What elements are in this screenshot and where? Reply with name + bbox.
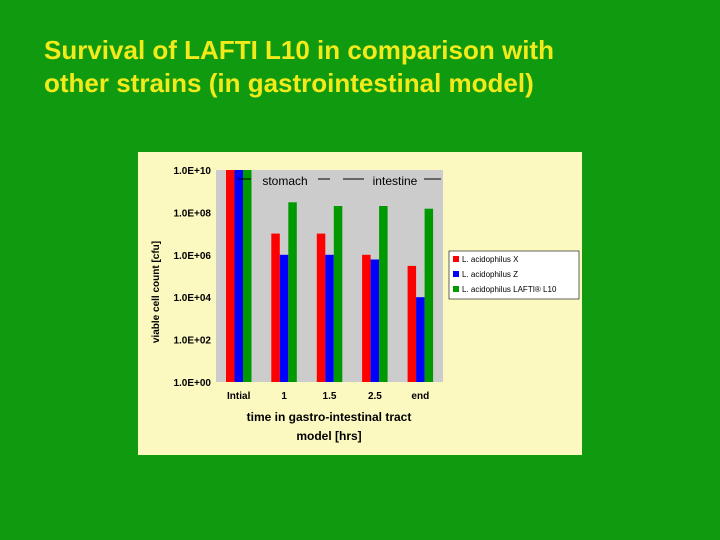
bar bbox=[379, 206, 388, 382]
legend-entry: L. acidophilus X bbox=[462, 255, 519, 264]
bar-chart: viable cell count [cfu] 1.0E+001.0E+021.… bbox=[151, 166, 580, 443]
bar bbox=[362, 254, 371, 382]
x-tick-label: 1 bbox=[281, 391, 287, 402]
y-tick-labels: 1.0E+00 1.0E+02 1.0E+04 1.0E+06 1.0E+08 1.0E+… bbox=[173, 166, 211, 389]
bar bbox=[325, 254, 334, 382]
slide-title-line-1: Survival of LAFTI L10 in comparison with bbox=[44, 35, 554, 65]
bar bbox=[279, 254, 289, 382]
legend-entry: L. acidophilus LAFTI® L10 bbox=[462, 285, 557, 294]
region-annotations: stomach intestine bbox=[238, 174, 441, 188]
bar bbox=[234, 170, 243, 382]
legend-swatch bbox=[453, 271, 459, 277]
bars bbox=[226, 170, 434, 382]
chart-panel: viable cell count [cfu] 1.0E+00 1.0E+02 1.… bbox=[138, 152, 582, 455]
bar bbox=[271, 233, 280, 382]
legend: L. acidophilus X L. acidophilus Z L. acido… bbox=[448, 250, 580, 300]
y-tick-label: 1.0E+00 bbox=[173, 378, 211, 389]
x-tick-label: 2.5 bbox=[368, 391, 382, 402]
bar bbox=[316, 233, 326, 382]
stomach-label: stomach bbox=[262, 174, 307, 188]
slide-title-line-2: other strains (in gastrointestinal model… bbox=[44, 68, 534, 98]
y-tick-label: 1.0E+10 bbox=[173, 166, 211, 177]
intestine-label: intestine bbox=[373, 174, 418, 188]
legend-box bbox=[448, 250, 580, 300]
y-tick-label: 1.0E+04 bbox=[173, 293, 211, 304]
y-tick-label: 1.0E+06 bbox=[173, 251, 211, 262]
x-tick-label: 1.5 bbox=[323, 391, 337, 402]
bar bbox=[424, 208, 434, 382]
y-tick-label: 1.0E+02 bbox=[173, 336, 211, 347]
bar bbox=[416, 297, 425, 382]
bar bbox=[226, 170, 235, 382]
bar bbox=[243, 170, 252, 382]
x-tick-label: Intial bbox=[227, 391, 251, 402]
bar bbox=[288, 202, 297, 382]
legend-entry: L. acidophilus Z bbox=[462, 270, 518, 279]
x-axis-label-line-1: time in gastro-intestinal tract bbox=[247, 410, 412, 424]
x-tick-label: end bbox=[411, 391, 429, 402]
legend-swatch bbox=[453, 286, 459, 292]
slide-title: Survival of LAFTI L10 in comparison with… bbox=[44, 34, 704, 100]
bar bbox=[407, 265, 417, 382]
y-tick-label: 1.0E+08 bbox=[173, 208, 211, 219]
x-tick-labels: Intial 1 1.5 2.5 end bbox=[227, 391, 429, 402]
y-axis-label: viable cell count [cfu] bbox=[151, 241, 162, 343]
legend-swatch bbox=[453, 256, 459, 262]
bar bbox=[333, 206, 343, 382]
x-axis-label-line-2: model [hrs] bbox=[296, 429, 361, 443]
bar bbox=[370, 259, 380, 382]
